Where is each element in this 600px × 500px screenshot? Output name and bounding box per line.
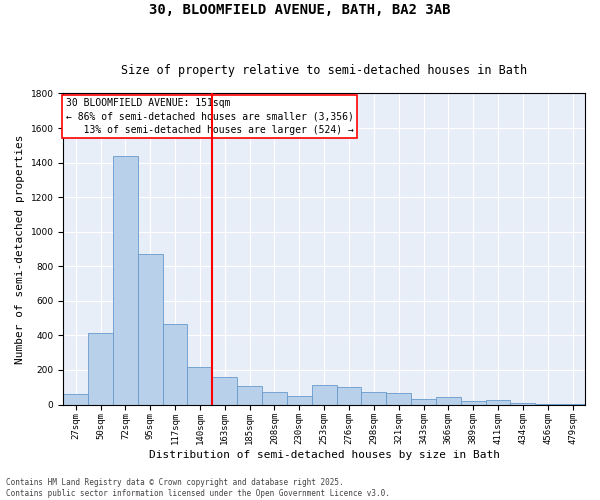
Bar xyxy=(287,396,312,404)
Bar xyxy=(187,368,212,405)
Bar xyxy=(212,377,237,404)
Bar xyxy=(163,324,187,404)
Bar xyxy=(485,400,511,404)
Text: 30 BLOOMFIELD AVENUE: 151sqm
← 86% of semi-detached houses are smaller (3,356)
 : 30 BLOOMFIELD AVENUE: 151sqm ← 86% of se… xyxy=(66,98,354,134)
Bar xyxy=(411,400,436,404)
Bar xyxy=(63,394,88,404)
Bar xyxy=(511,403,535,404)
Bar xyxy=(88,333,113,404)
Y-axis label: Number of semi-detached properties: Number of semi-detached properties xyxy=(15,134,25,364)
Bar xyxy=(461,401,485,404)
Bar xyxy=(436,397,461,404)
Bar xyxy=(337,388,361,404)
Bar xyxy=(113,156,138,404)
X-axis label: Distribution of semi-detached houses by size in Bath: Distribution of semi-detached houses by … xyxy=(149,450,500,460)
Bar xyxy=(237,386,262,404)
Bar xyxy=(386,394,411,404)
Bar xyxy=(361,392,386,404)
Bar xyxy=(138,254,163,404)
Bar xyxy=(262,392,287,404)
Text: Contains HM Land Registry data © Crown copyright and database right 2025.
Contai: Contains HM Land Registry data © Crown c… xyxy=(6,478,390,498)
Text: 30, BLOOMFIELD AVENUE, BATH, BA2 3AB: 30, BLOOMFIELD AVENUE, BATH, BA2 3AB xyxy=(149,2,451,16)
Title: Size of property relative to semi-detached houses in Bath: Size of property relative to semi-detach… xyxy=(121,64,527,77)
Bar xyxy=(312,384,337,404)
